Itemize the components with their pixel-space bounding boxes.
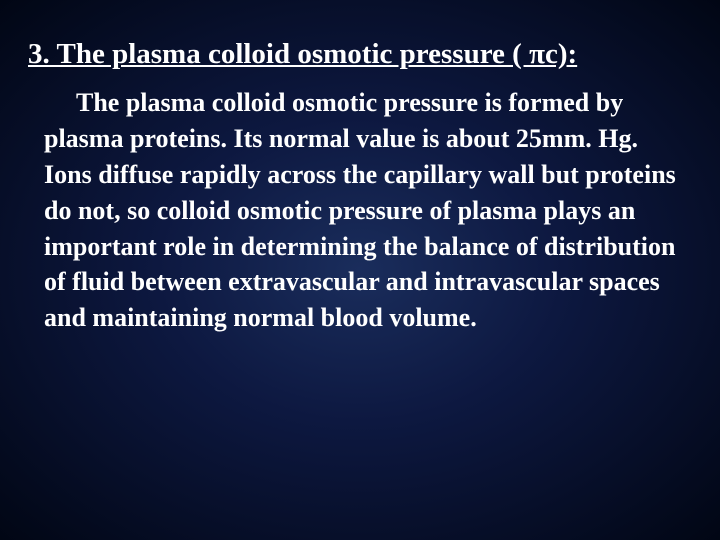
slide-heading: 3. The plasma colloid osmotic pressure (… [22,38,698,71]
slide-container: 3. The plasma colloid osmotic pressure (… [0,0,720,540]
slide-body-text: The plasma colloid osmotic pressure is f… [22,85,698,336]
